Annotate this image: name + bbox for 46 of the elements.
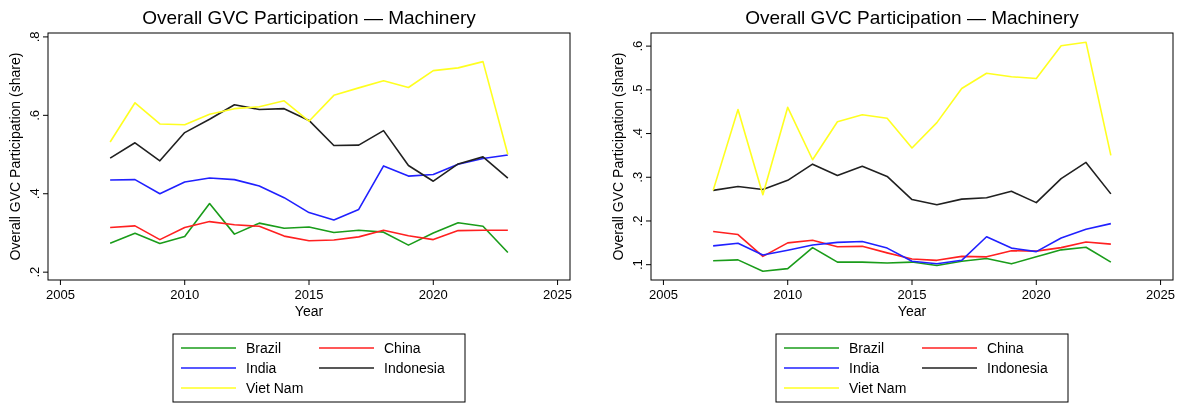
line-series	[712, 246, 1112, 273]
legend-label: China	[384, 340, 421, 356]
x-tick-label: 2025	[1146, 287, 1176, 302]
x-tick-label: 2025	[543, 287, 573, 302]
legend-label: India	[246, 360, 277, 376]
line-series	[109, 202, 509, 254]
legend-label: Viet Nam	[246, 380, 304, 396]
x-tick-label: 2015	[294, 287, 324, 302]
x-tick-label: 2015	[897, 287, 927, 302]
y-tick-label: .6	[630, 40, 645, 52]
y-axis-title: Overall GVC Participation (share)	[7, 52, 23, 261]
y-tick-label: .5	[630, 84, 645, 96]
y-tick-label: .3	[630, 171, 645, 183]
y-axis-title: Overall GVC Participation (share)	[610, 52, 626, 261]
line-series	[109, 220, 509, 242]
x-tick-label: 2010	[773, 287, 803, 302]
x-tick-label: 2005	[648, 287, 678, 302]
y-tick-label: .6	[27, 109, 42, 121]
x-tick-label: 2020	[418, 287, 448, 302]
legend-label: Brazil	[849, 340, 885, 356]
line-series	[109, 154, 509, 221]
chart-title: Overall GVC Participation — Machinery	[142, 7, 477, 28]
x-tick-label: 2020	[1021, 287, 1051, 302]
legend-label: Viet Nam	[849, 380, 907, 396]
y-tick-label: .2	[27, 266, 42, 278]
y-tick-label: .4	[630, 128, 645, 139]
line-series	[712, 230, 1112, 262]
legend-label: Brazil	[246, 340, 282, 356]
line-series	[712, 222, 1112, 265]
line-series	[109, 60, 509, 156]
y-tick-label: .4	[27, 188, 42, 200]
x-axis-title: Year	[294, 303, 324, 319]
y-tick-label: .2	[630, 215, 645, 227]
legend-label: Indonesia	[987, 360, 1048, 376]
legend-label: India	[849, 360, 880, 376]
y-tick-label: .1	[630, 259, 645, 271]
legend-label: China	[987, 340, 1024, 356]
line-series	[109, 103, 509, 182]
legend-label: Indonesia	[384, 360, 445, 376]
x-axis-title: Year	[897, 303, 927, 319]
x-tick-label: 2010	[170, 287, 200, 302]
y-tick-label: .8	[27, 31, 42, 43]
x-tick-label: 2005	[45, 287, 75, 302]
line-series	[712, 161, 1112, 206]
line-series	[712, 41, 1112, 196]
chart-title: Overall GVC Participation — Machinery	[745, 7, 1080, 28]
